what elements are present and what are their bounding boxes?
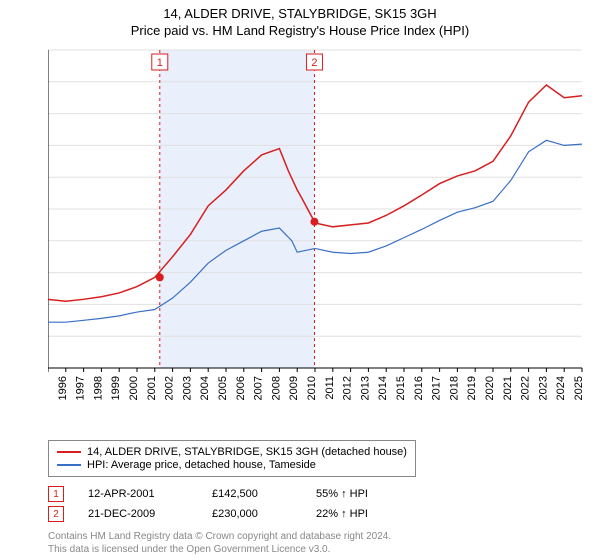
x-tick-label: 2018 [448, 376, 460, 400]
x-tick-label: 2005 [217, 376, 229, 400]
x-tick-label: 1997 [75, 376, 87, 400]
x-tick-label: 2012 [342, 376, 354, 400]
sale-price: £230,000 [212, 508, 292, 520]
sales-table: 1 12-APR-2001 £142,500 55% ↑ HPI 2 21-DEC-200… [48, 482, 578, 526]
x-tick-label: 2011 [324, 376, 336, 400]
title-line-1: 14, ALDER DRIVE, STALYBRIDGE, SK15 3GH [0, 6, 600, 21]
x-tick-label: 2013 [359, 376, 371, 400]
sale-row: 1 12-APR-2001 £142,500 55% ↑ HPI [48, 486, 578, 502]
sale-marker-label: 1 [157, 57, 163, 69]
sale-pct: 22% ↑ HPI [316, 508, 368, 520]
x-tick-label: 2006 [235, 376, 247, 400]
x-tick-label: 2015 [395, 376, 407, 400]
legend-label: 14, ALDER DRIVE, STALYBRIDGE, SK15 3GH (… [87, 446, 407, 458]
x-tick-label: 1995 [48, 376, 51, 400]
footnote-line-1: Contains HM Land Registry data © Crown c… [48, 530, 391, 543]
x-tick-label: 1996 [57, 376, 69, 400]
sale-date: 12-APR-2001 [88, 488, 188, 500]
x-tick-label: 1999 [110, 376, 122, 400]
x-tick-label: 2025 [573, 376, 585, 400]
x-tick-label: 2004 [199, 376, 211, 400]
series-hpi [48, 140, 582, 322]
x-tick-label: 2007 [253, 376, 265, 400]
footnote: Contains HM Land Registry data © Crown c… [48, 530, 391, 556]
x-tick-label: 1998 [92, 376, 104, 400]
price-chart: £0£50K£100K£150K£200K£250K£300K£350K£400… [48, 44, 588, 404]
sale-row: 2 21-DEC-2009 £230,000 22% ↑ HPI [48, 506, 578, 522]
x-tick-label: 2010 [306, 376, 318, 400]
sale-marker-icon: 1 [48, 486, 64, 502]
sale-marker-label: 2 [311, 57, 317, 69]
chart-title-block: 14, ALDER DRIVE, STALYBRIDGE, SK15 3GH P… [0, 0, 600, 38]
x-tick-label: 2022 [520, 376, 532, 400]
sale-date: 21-DEC-2009 [88, 508, 188, 520]
x-tick-label: 2014 [377, 376, 389, 400]
x-tick-label: 2008 [270, 376, 282, 400]
x-tick-label: 2023 [537, 376, 549, 400]
sale-price: £142,500 [212, 488, 292, 500]
x-tick-label: 2020 [484, 376, 496, 400]
legend-label: HPI: Average price, detached house, Tame… [87, 459, 316, 471]
x-tick-label: 2000 [128, 376, 140, 400]
x-tick-label: 2009 [288, 376, 300, 400]
x-tick-label: 2003 [181, 376, 193, 400]
title-line-2: Price paid vs. HM Land Registry's House … [0, 23, 600, 38]
x-tick-label: 2017 [431, 376, 443, 400]
x-tick-label: 2019 [466, 376, 478, 400]
x-tick-label: 2016 [413, 376, 425, 400]
sale-pct: 55% ↑ HPI [316, 488, 368, 500]
footnote-line-2: This data is licensed under the Open Gov… [48, 543, 391, 556]
legend-swatch [57, 464, 81, 466]
x-tick-label: 2021 [502, 376, 514, 400]
x-tick-label: 2002 [164, 376, 176, 400]
legend-item: HPI: Average price, detached house, Tame… [57, 459, 407, 471]
series-property [48, 85, 582, 301]
legend-item: 14, ALDER DRIVE, STALYBRIDGE, SK15 3GH (… [57, 446, 407, 458]
sale-marker-icon: 2 [48, 506, 64, 522]
x-tick-label: 2001 [146, 376, 158, 400]
legend-swatch [57, 451, 81, 453]
legend: 14, ALDER DRIVE, STALYBRIDGE, SK15 3GH (… [48, 440, 416, 477]
x-tick-label: 2024 [555, 376, 567, 400]
